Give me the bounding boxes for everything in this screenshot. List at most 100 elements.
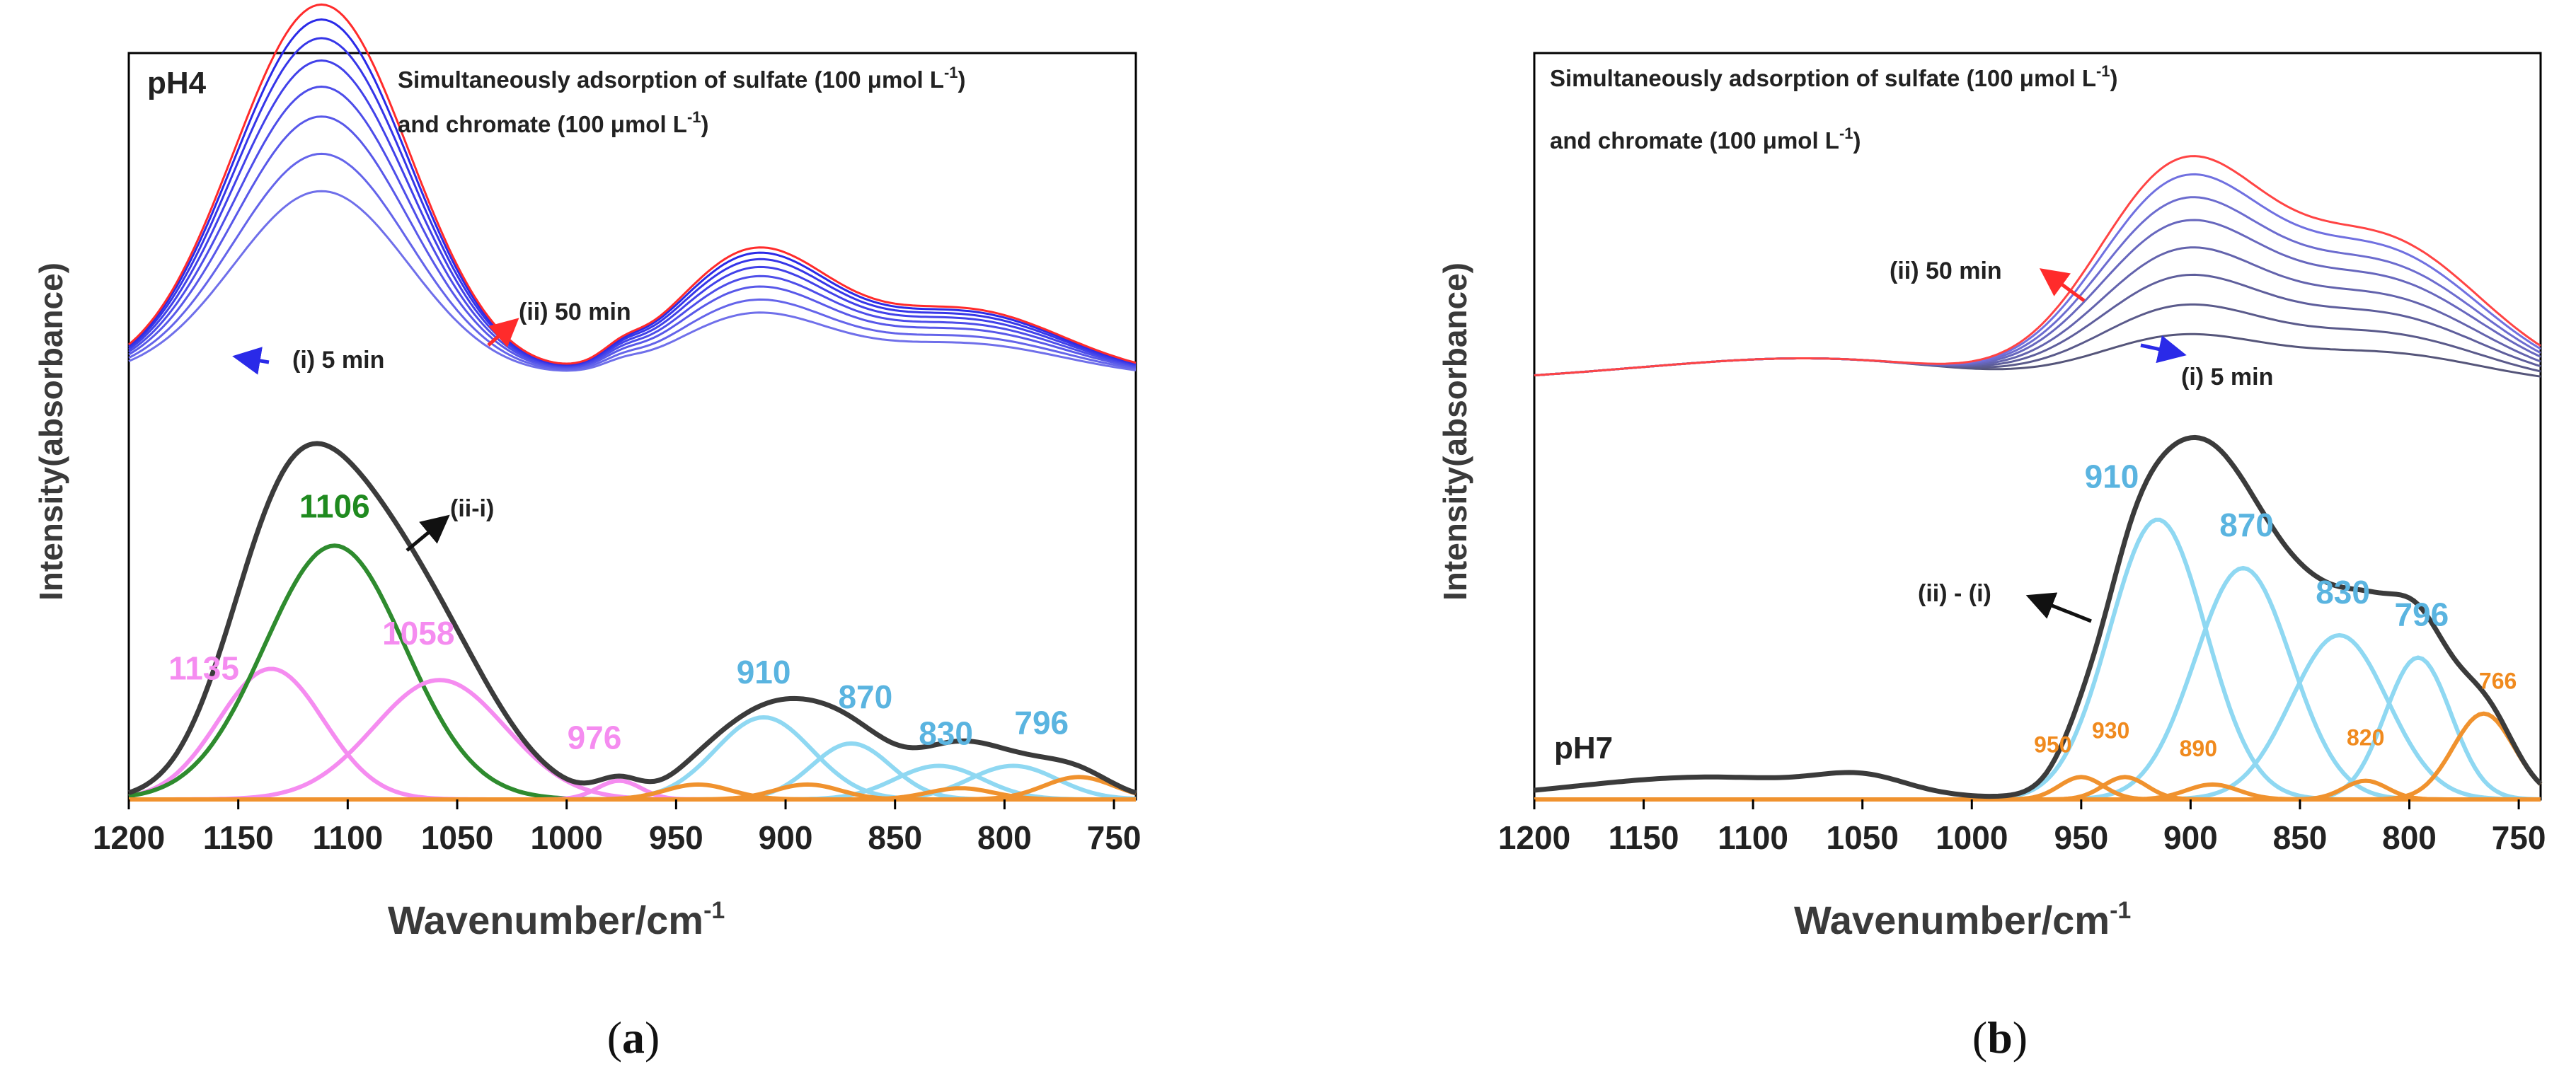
panel-label: pH7: [1554, 731, 1613, 765]
difference-layer: [1534, 434, 2543, 799]
first-time-label: (i) 5 min: [2181, 364, 2273, 391]
y-axis-title: Intensity(absorbance): [1437, 262, 1473, 601]
time-spectrum-3: [128, 115, 1137, 369]
arrow-difference: [2025, 592, 2092, 623]
time-spectrum-7: [1534, 173, 2541, 376]
peak-label-930: 930: [2092, 717, 2129, 743]
time-series-layer: [128, 3, 1137, 372]
x-axis-title-superscript: -1: [703, 897, 725, 924]
x-tick-label: 750: [1087, 819, 1142, 856]
arrow-last-time: [2039, 268, 2086, 303]
peak-label-910: 910: [2085, 458, 2139, 495]
x-tick-label: 1000: [1936, 819, 2008, 856]
x-ticks: 1200 1150 1100 1050 1000 950 900 850 800 750: [93, 799, 1142, 856]
fitted-peak-766: [129, 775, 1137, 802]
arrow-first-time: [232, 347, 270, 375]
last-time-label: (ii) 50 min: [1890, 258, 2002, 284]
note-line-2-superscript: -1: [1839, 125, 1853, 142]
x-tick-label: 950: [2054, 819, 2108, 856]
x-tick-label: 850: [868, 819, 922, 856]
time-series-layer: [1534, 155, 2541, 378]
fitted-peak-870: [1534, 565, 2541, 802]
peak-label-910: 910: [737, 654, 791, 690]
x-tick-label: 1050: [1827, 819, 1899, 856]
peak-label-830: 830: [2316, 574, 2370, 611]
time-spectrum-1: [1534, 333, 2541, 378]
time-spectrum-1: [128, 190, 1137, 372]
arrow-last-time: [487, 318, 519, 347]
x-tick-label: 1200: [93, 819, 165, 856]
note-line-1-superscript: -1: [944, 64, 958, 81]
note-line-1: Simultaneously adsorption of sulfate (10…: [1550, 62, 2118, 91]
x-tick-label: 1150: [203, 819, 274, 856]
fitted-peaks-layer: [128, 543, 1137, 802]
x-tick-label: 900: [2163, 819, 2218, 856]
panel-caption: (a): [607, 1012, 660, 1063]
x-tick-label: 850: [2273, 819, 2328, 856]
peak-label-950: 950: [2034, 732, 2071, 757]
x-tick-label: 1100: [312, 819, 383, 856]
x-tick-label: 950: [649, 819, 703, 856]
peak-labels: 910 870 830 796 766 950 930 890 820: [2034, 458, 2517, 761]
x-axis-title: Wavenumber/cm-1: [388, 897, 725, 942]
note-line-2: and chromate (100 μmol L-1): [398, 108, 709, 137]
panel-b: 1200 1150 1100 1050 1000 950 900 850 800 750 910 8…: [1437, 52, 2546, 1063]
x-tick-label: 1200: [1498, 819, 1570, 856]
x-ticks: 1200 1150 1100 1050 1000 950 900 850 800 750: [1498, 799, 2546, 856]
x-tick-label: 1150: [1609, 819, 1679, 856]
peak-label-976: 976: [568, 719, 622, 756]
peak-label-870: 870: [2219, 507, 2274, 543]
plot-frame: [127, 52, 1137, 801]
y-axis-title: Intensity(absorbance): [33, 262, 69, 601]
fitted-peak-910: [1534, 517, 2541, 802]
panel-caption: (b): [1972, 1012, 2028, 1063]
x-tick-label: 1000: [531, 819, 603, 856]
peak-label-890: 890: [2180, 736, 2217, 761]
x-tick-label: 800: [977, 819, 1032, 856]
time-spectrum-2: [128, 152, 1137, 371]
arrow-difference: [406, 514, 450, 552]
x-tick-label: 1050: [421, 819, 493, 856]
time-spectrum-5: [128, 59, 1137, 367]
x-axis-title-superscript: -1: [2110, 897, 2131, 924]
first-time-label: (i) 5 min: [292, 347, 384, 374]
panel-a: 1200 1150 1100 1050 1000 950 900 850 800 750 1135…: [33, 3, 1142, 1063]
difference-layer: [127, 441, 1137, 795]
peak-label-766: 766: [2479, 669, 2517, 694]
panel-label: pH4: [147, 66, 207, 100]
peak-label-796: 796: [2395, 596, 2449, 633]
time-spectrum-7: [128, 18, 1137, 366]
peak-label-820: 820: [2347, 725, 2384, 751]
peak-label-1058: 1058: [382, 615, 454, 652]
time-spectrum-6: [128, 37, 1137, 366]
peak-labels: 1135 1106 1058 976 910 870 830 796: [168, 487, 1069, 756]
x-tick-label: 800: [2382, 819, 2437, 856]
fitted-peak-910: [129, 715, 1136, 802]
peak-label-830: 830: [919, 715, 973, 752]
note-line-1-superscript: -1: [2096, 62, 2110, 80]
note-line-2: and chromate (100 μmol L-1): [1550, 125, 1861, 154]
note-line-1: Simultaneously adsorption of sulfate (10…: [398, 64, 966, 93]
x-tick-label: 1100: [1718, 819, 1788, 856]
note-line-2-superscript: -1: [687, 108, 701, 126]
fitted-peaks-layer: [1534, 517, 2543, 802]
peak-label-796: 796: [1014, 705, 1069, 741]
time-spectrum-4: [1534, 246, 2541, 376]
difference-label: (ii) - (i): [1918, 580, 1991, 607]
x-axis-title: Wavenumber/cm-1: [1794, 897, 2131, 942]
last-time-label: (ii) 50 min: [519, 299, 631, 325]
difference-spectrum: [1534, 434, 2543, 799]
x-tick-label: 900: [759, 819, 813, 856]
peak-label-1135: 1135: [168, 649, 239, 686]
fitted-peak-830: [1534, 632, 2541, 802]
difference-label: (ii-i): [450, 495, 494, 522]
arrow-first-time: [2140, 335, 2187, 364]
time-spectrum-4: [128, 85, 1137, 368]
plot-frame: [1533, 52, 2542, 801]
peak-label-1106: 1106: [299, 487, 370, 524]
x-tick-label: 750: [2492, 819, 2546, 856]
time-spectrum-8: [128, 3, 1137, 365]
fitted-peak-820: [1534, 778, 2541, 802]
difference-spectrum: [127, 441, 1137, 795]
